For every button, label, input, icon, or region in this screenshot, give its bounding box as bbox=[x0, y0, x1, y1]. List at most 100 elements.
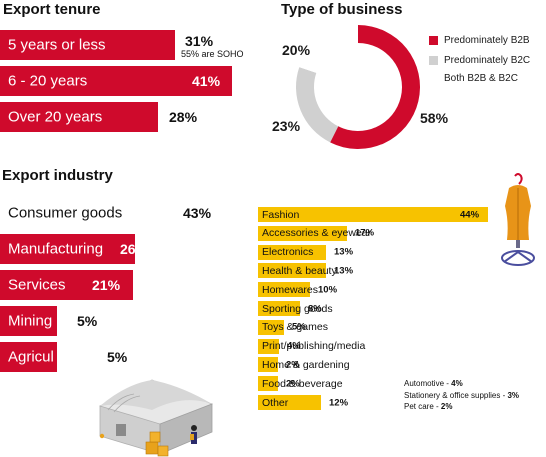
subcategory-row: Food & beverage 2% bbox=[258, 376, 538, 392]
subcategory-label: Fashion bbox=[262, 208, 300, 221]
warehouse-illustration bbox=[99, 379, 213, 457]
tenure-bar-label: 5 years or less bbox=[8, 36, 106, 54]
mannequin-illustration bbox=[501, 173, 535, 266]
industry-row: Mining 5% bbox=[0, 306, 255, 336]
subcategory-row: Home & gardening 2% bbox=[258, 357, 538, 373]
tenure-bar: 5 years or less bbox=[0, 30, 175, 60]
subcategory-label: Electronics bbox=[262, 246, 314, 259]
minor-category-value: 4% bbox=[451, 379, 463, 388]
subcategory-row: Print/publishing/media 4% bbox=[258, 338, 538, 354]
tenure-value-label: 41% bbox=[192, 73, 221, 89]
industry-row: Manufacturing 26% bbox=[0, 234, 255, 264]
soho-note: 55% are SOHO bbox=[181, 49, 244, 59]
subcategory-bar: Fashion bbox=[258, 207, 488, 222]
minor-category-label: Stationery & office supplies - bbox=[404, 391, 508, 400]
subcategory-row: Health & beauty 13% bbox=[258, 263, 538, 279]
tenure-row: 5 years or less 31% bbox=[0, 30, 260, 60]
subcategory-label: Accessories & eyewear bbox=[262, 227, 372, 240]
tenure-bar-label: Over 20 years bbox=[8, 108, 103, 126]
minor-category-label: Automotive - bbox=[404, 379, 452, 388]
subcategory-value-label: 12% bbox=[329, 397, 349, 408]
industry-bar-label: Services bbox=[8, 276, 66, 294]
industry-row: Agricul 5% bbox=[0, 342, 255, 372]
industry-value-label: 26% bbox=[120, 241, 149, 257]
subcategory-bar: Sporting goods bbox=[258, 301, 333, 316]
legend-label: Predominately B2C bbox=[444, 55, 531, 66]
minor-category-label: Pet care - bbox=[404, 402, 441, 411]
legend-swatch bbox=[429, 36, 438, 45]
donut-slice bbox=[330, 25, 420, 149]
subcategory-value-label: 17% bbox=[355, 227, 375, 239]
tenure-value-label: 31% bbox=[185, 33, 214, 49]
subcategory-bar: Print/publishing/media bbox=[258, 338, 365, 354]
industry-bar: Services bbox=[0, 270, 133, 300]
subcategory-row: Other 12% bbox=[258, 395, 538, 410]
donut-value-label: 58% bbox=[420, 110, 449, 126]
subcategory-bar: Home & gardening bbox=[258, 357, 350, 373]
industry-value-label: 5% bbox=[107, 349, 128, 365]
industry-bar-label: Mining bbox=[8, 312, 53, 330]
subcategory-label: Health & beauty bbox=[262, 264, 337, 277]
tenure-bar-label: 6 - 20 years bbox=[8, 72, 88, 90]
type-of-business-donut bbox=[296, 25, 420, 149]
subcategory-value-label: 2% bbox=[286, 378, 300, 390]
donut-slice bbox=[296, 67, 339, 143]
tenure-row: 6 - 20 years 41% bbox=[0, 66, 260, 96]
export-industry-heading: Export industry bbox=[2, 167, 113, 184]
subcategory-bar: Food & beverage bbox=[258, 376, 343, 392]
legend-label: Both B2B & B2C bbox=[444, 73, 518, 84]
donut-value-label: 23% bbox=[272, 118, 301, 134]
tenure-row: Over 20 years 28% bbox=[0, 102, 260, 132]
legend-swatch bbox=[429, 74, 438, 83]
industry-bar: Mining bbox=[0, 306, 57, 336]
subcategory-value-label: 8% bbox=[308, 303, 322, 314]
subcategory-row: Electronics 13% bbox=[258, 244, 538, 260]
subcategory-bar: Toys & games bbox=[258, 319, 328, 335]
subcategory-row: Accessories & eyewear 17% bbox=[258, 225, 538, 241]
legend-item: Predominately B2B bbox=[429, 35, 530, 46]
tenure-bar: 6 - 20 years bbox=[0, 66, 232, 96]
donut-value-label: 20% bbox=[282, 42, 311, 58]
industry-value-label: 43% bbox=[183, 205, 212, 221]
subcategory-value-label: 13% bbox=[334, 265, 354, 277]
type-of-business-heading: Type of business bbox=[281, 1, 403, 18]
minor-category: Pet care - 2% bbox=[404, 402, 452, 411]
subcategory-value-label: 2% bbox=[286, 359, 300, 371]
subcategory-row: Homewares 10% bbox=[258, 282, 538, 298]
subcategory-value-label: 44% bbox=[460, 209, 480, 220]
subcategory-value-label: 10% bbox=[318, 284, 338, 296]
industry-row: Services 21% bbox=[0, 270, 255, 300]
tenure-bar: Over 20 years bbox=[0, 102, 158, 132]
industry-row: Consumer goods 43% bbox=[0, 198, 255, 228]
subcategory-value-label: 5% bbox=[292, 321, 306, 333]
export-tenure-heading: Export tenure bbox=[3, 1, 101, 18]
subcategory-row: Toys & games 5% bbox=[258, 319, 538, 335]
minor-category-value: 3% bbox=[507, 391, 520, 400]
tenure-value-label: 28% bbox=[169, 109, 198, 125]
donut-slice bbox=[299, 25, 358, 73]
subcategory-bar: Other bbox=[258, 395, 321, 410]
legend-label: Predominately B2B bbox=[444, 35, 530, 46]
legend-item: Predominately B2C bbox=[429, 55, 530, 66]
legend-swatch bbox=[429, 56, 438, 65]
industry-bar: Agricul bbox=[0, 342, 57, 372]
subcategory-bar: Homewares bbox=[258, 282, 318, 298]
industry-bar-label: Consumer goods bbox=[8, 204, 123, 222]
subcategory-bar: Accessories & eyewear bbox=[258, 225, 371, 241]
subcategory-label: Home & gardening bbox=[262, 358, 350, 371]
minor-category-value: 2% bbox=[440, 402, 453, 411]
minor-category: Stationery & office supplies - 3% bbox=[404, 391, 519, 400]
subcategory-bar: Electronics bbox=[258, 244, 326, 260]
industry-value-label: 5% bbox=[77, 313, 98, 329]
minor-category: Automotive - 4% bbox=[404, 379, 463, 388]
legend-item: Both B2B & B2C bbox=[429, 73, 518, 84]
subcategory-label: Print/publishing/media bbox=[262, 340, 366, 353]
subcategory-label: Toys & games bbox=[262, 321, 328, 334]
subcategory-value-label: 13% bbox=[334, 246, 354, 258]
subcategory-value-label: 4% bbox=[287, 340, 301, 352]
subcategory-label: Other bbox=[262, 396, 289, 409]
subcategory-label: Food & beverage bbox=[262, 377, 343, 390]
industry-bar-label: Manufacturing bbox=[8, 240, 104, 258]
subcategory-row: Sporting goods 8% bbox=[258, 301, 538, 316]
subcategory-label: Sporting goods bbox=[262, 302, 333, 315]
